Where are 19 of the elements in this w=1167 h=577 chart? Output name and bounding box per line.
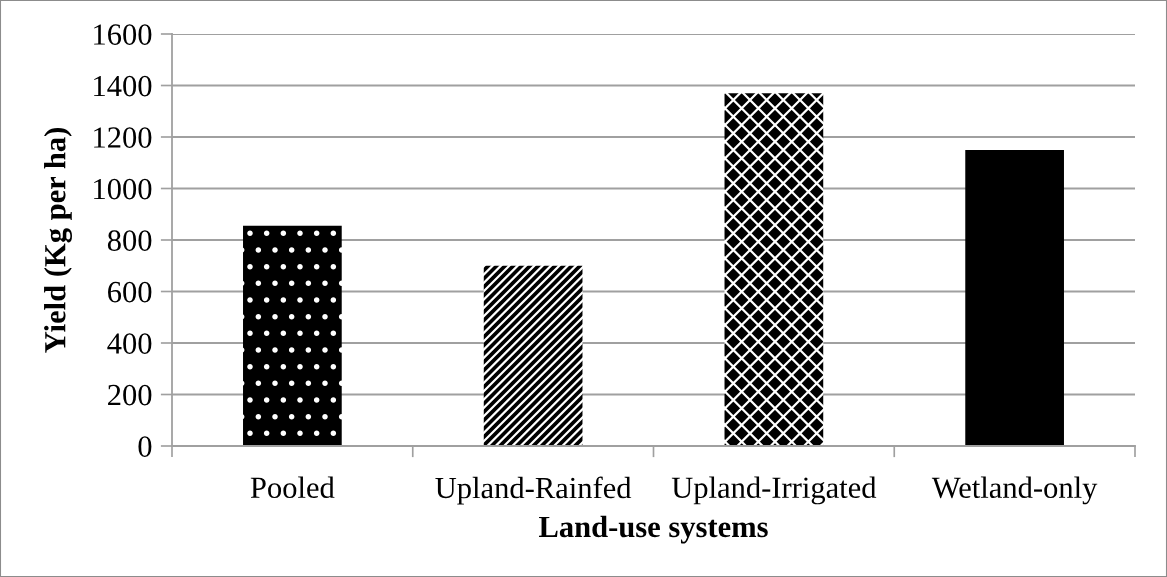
x-tick-label: Wetland-only xyxy=(931,476,1098,505)
y-tick-label: 1200 xyxy=(94,127,152,148)
x-tick-label: Pooled xyxy=(250,476,335,499)
y-tick-label: 1400 xyxy=(94,75,152,97)
bar xyxy=(243,225,342,446)
bar xyxy=(483,265,583,446)
bar xyxy=(724,93,824,446)
y-axis-title: Yield (Kg per ha) xyxy=(44,128,72,353)
y-tick-label: 800 xyxy=(107,230,152,251)
x-axis-title: Land-use systems xyxy=(539,515,768,544)
x-tick-label: Upland-Rainfed xyxy=(435,476,632,505)
y-tick-label: 200 xyxy=(108,384,152,406)
y-tick-label: 600 xyxy=(108,281,152,303)
bar xyxy=(965,149,1064,446)
y-tick-label: 400 xyxy=(107,333,152,354)
y-tick-label: 0 xyxy=(138,436,152,457)
y-tick-label: 1000 xyxy=(94,178,152,200)
y-tick-label: 1600 xyxy=(94,24,152,45)
x-tick-label: Upland-Irrigated xyxy=(671,476,877,505)
